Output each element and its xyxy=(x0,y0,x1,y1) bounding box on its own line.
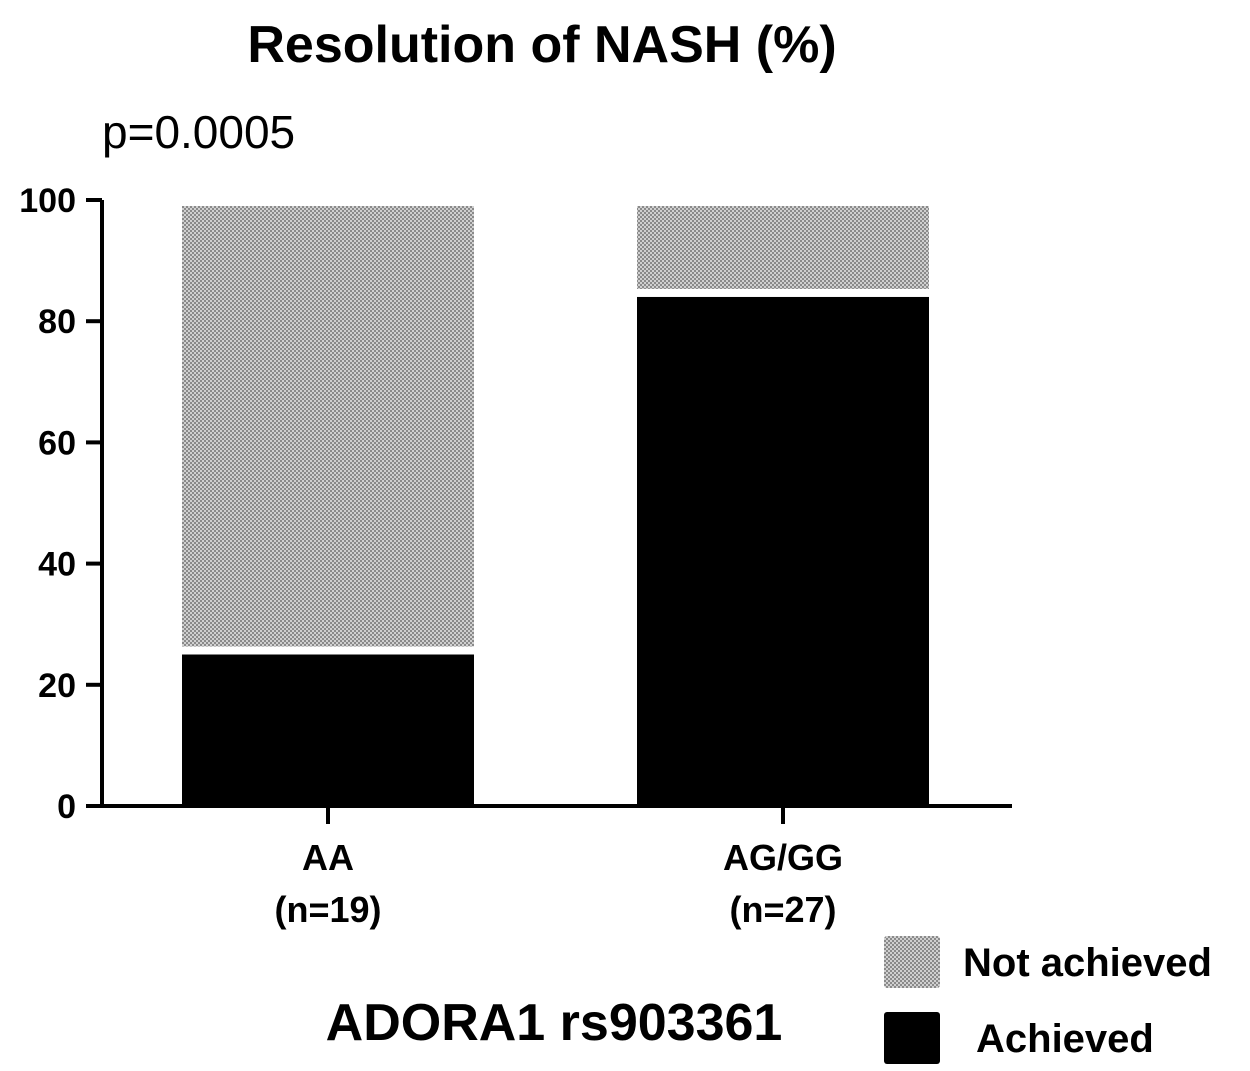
y-tick-label: 20 xyxy=(38,667,76,705)
legend-label-not-achieved: Not achieved xyxy=(963,941,1212,985)
x-category-count: (n=19) xyxy=(274,889,381,930)
p-value-annotation: p=0.0005 xyxy=(102,106,295,158)
y-tick-label: 60 xyxy=(38,424,76,462)
bar-not-achieved xyxy=(182,206,474,647)
legend-swatch-achieved xyxy=(884,1012,940,1064)
y-tick-label: 100 xyxy=(19,182,76,220)
y-tick-label: 80 xyxy=(38,303,76,341)
x-category-label: AG/GG xyxy=(723,837,843,878)
bar-not-achieved xyxy=(637,206,929,289)
bar-achieved xyxy=(182,654,474,806)
y-tick-label: 0 xyxy=(57,788,76,826)
x-axis-label: ADORA1 rs903361 xyxy=(326,994,783,1052)
legend-label-achieved: Achieved xyxy=(976,1017,1154,1061)
bar-achieved xyxy=(637,296,929,806)
x-category-label: AA xyxy=(302,837,354,878)
legend-swatch-not-achieved xyxy=(884,936,940,988)
x-category-count: (n=27) xyxy=(729,889,836,930)
chart-title: Resolution of NASH (%) xyxy=(247,16,836,74)
y-tick-label: 40 xyxy=(38,546,76,584)
